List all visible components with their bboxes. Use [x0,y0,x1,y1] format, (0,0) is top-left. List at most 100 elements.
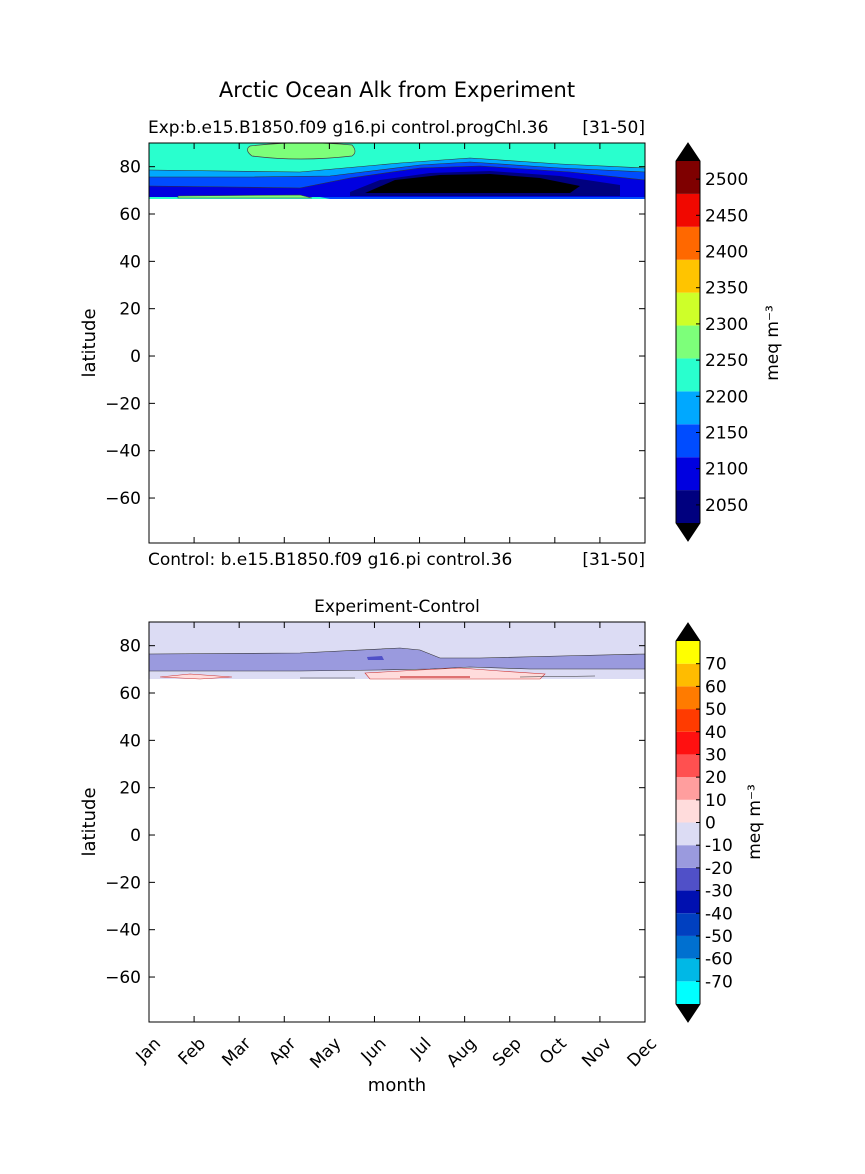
y-tick-label: 60 [119,684,141,704]
diff-lavender [149,647,645,672]
colorbar-tick-label: -70 [705,972,733,992]
colorbar-band [676,981,700,1004]
colorbar-tick-label: 2500 [705,170,748,190]
y-tick-label: −60 [105,968,141,988]
colorbar-tick-label: -20 [705,859,733,879]
colorbar-tick-label: 2200 [705,387,748,407]
x-tick-label: Oct [536,1034,571,1069]
y-tick-label: −20 [105,873,141,893]
top-y-axis: 80 60 40 20 0 −20 −40 −60 [105,158,645,509]
top-ylabel: latitude [79,308,100,377]
colorbar-tick-label: 2150 [705,424,748,444]
x-tick-label: Feb [175,1034,210,1069]
diff-pink-left [159,673,233,680]
colorbar-band [676,913,700,936]
figure-title: Arctic Ocean Alk from Experiment [219,78,575,102]
band-green-strip [177,194,313,199]
y-tick-label: −40 [105,442,141,462]
colorbar-tick-label: -40 [705,904,733,924]
colorbar-outline [675,622,701,1023]
colorbar-tick-label: 2450 [705,206,748,226]
colorbar-tick-label: 2300 [705,315,748,335]
colorbar-band [676,292,700,326]
colorbar-band [676,457,700,491]
bottom-ylabel: latitude [79,787,100,856]
band-green-patch [247,143,356,160]
diff-dark-blob [367,656,384,660]
top-title-right: [31-50] [582,118,645,138]
diff-pink [364,667,546,680]
colorbar-tick-label: 60 [705,677,727,697]
colorbar-band [676,259,700,293]
y-tick-label: 40 [119,731,141,751]
y-tick-label: 60 [119,205,141,225]
x-tick-label: Sep [489,1034,526,1071]
top-axes-frame [148,142,646,544]
colorbar-band [676,754,700,778]
colorbar-band [676,663,700,687]
x-tick-label: Mar [218,1034,255,1071]
colorbar-band [676,161,700,194]
colorbar-tick-label: 40 [705,723,727,743]
colorbar-band [676,709,700,732]
colorbar-band [676,424,700,458]
colorbar-tick-label: 2350 [705,279,748,299]
x-tick-label: Aug [443,1034,481,1072]
colorbar-tick-label: 2050 [705,496,748,516]
bottom-xlabel: month [368,1075,426,1096]
y-tick-label: 40 [119,252,141,272]
colorbar-tick-label: -10 [705,836,733,856]
band-black [365,174,580,193]
colorbar-tick-label: -60 [705,950,733,970]
bottom-colorbar-label: meq m⁻³ [745,784,765,860]
top-footer-left: Control: b.e15.B1850.f09 g16.pi control.… [148,550,512,570]
colorbar-band [676,845,700,868]
colorbar-band [676,226,700,260]
y-tick-label: 0 [130,826,141,846]
top-panel: Exp:b.e15.B1850.f09 g16.pi control.progC… [79,118,783,570]
top-colorbar: 2050 2100 2150 2200 2250 2300 2350 2400 2450 2500 [675,142,748,542]
colorbar-outline [675,142,701,542]
bottom-panel: Experiment-Control 80 60 40 20 0 −20 −40 −60 Ja… [79,597,765,1096]
top-x-ticks [148,143,646,543]
colorbar-band [676,799,700,823]
colorbar-tick-label: 0 [705,814,716,834]
colorbar-band [676,193,700,227]
colorbar-tick-label: 50 [705,700,727,720]
colorbar-band [676,890,700,914]
top-footer-right: [31-50] [582,550,645,570]
colorbar-band [676,822,700,846]
colorbar-band [676,641,700,664]
bottom-axes-frame [148,621,646,1023]
colorbar-tick-label: 70 [705,655,727,675]
y-tick-label: 20 [119,779,141,799]
colorbar-tick-label: -50 [705,927,733,947]
colorbar-band [676,490,700,523]
colorbar-band [676,391,700,425]
y-tick-label: −20 [105,394,141,414]
colorbar-tick-label: 20 [705,768,727,788]
colorbar-extend-max [676,623,700,641]
colorbar-band [676,325,700,359]
colorbar-band [676,686,700,710]
colorbar-extend-max [676,143,700,161]
colorbar-tick-label: 2400 [705,243,748,263]
colorbar-extend-min [676,1004,700,1022]
y-tick-label: −40 [105,921,141,941]
bottom-y-axis: 80 60 40 20 0 −20 −40 −60 [105,637,645,988]
colorbar-band [676,777,700,800]
colorbar-tick-label: -30 [705,882,733,902]
top-colorbar-label: meq m⁻³ [763,305,783,381]
colorbar-band [676,358,700,392]
colorbar-extend-min [676,523,700,541]
colorbar-tick-label: 2100 [705,460,748,480]
x-tick-label: Apr [265,1034,300,1069]
top-title-left: Exp:b.e15.B1850.f09 g16.pi control.progC… [148,118,548,138]
x-tick-label: Nov [578,1034,616,1072]
x-tick-label: Jul [406,1034,435,1063]
y-tick-label: 80 [119,637,141,657]
x-tick-label: Jun [357,1034,391,1068]
colorbar-band [676,731,700,755]
